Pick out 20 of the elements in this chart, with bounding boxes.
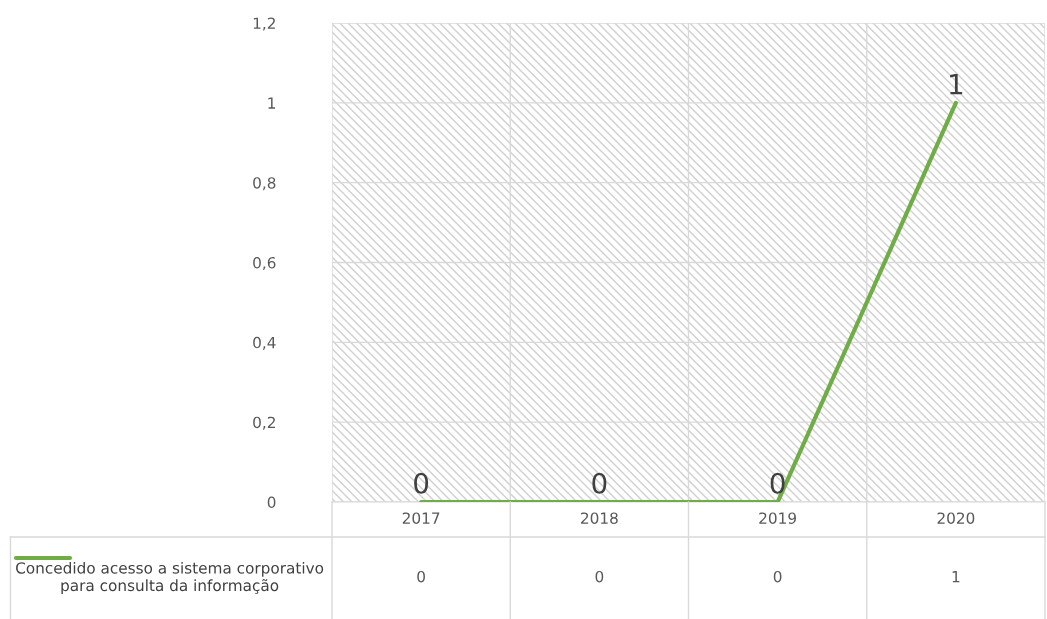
y-tick-label: 0,2	[253, 416, 275, 430]
x-tick-label: 2017	[402, 512, 440, 524]
data-label: 0	[773, 570, 782, 583]
x-tick-label: 2019	[759, 512, 796, 524]
annotation: 0	[770, 472, 785, 494]
y-tick-label: 0	[267, 496, 276, 509]
x-tick-label: 2020	[937, 512, 975, 524]
data-label: 1	[952, 571, 960, 583]
y-tick-label: 1,2	[253, 17, 275, 31]
y-tick-label: 0,4	[253, 336, 276, 350]
data-label: 0	[417, 570, 425, 583]
y-tick-label: 0,8	[253, 177, 276, 191]
annotation: 1	[950, 74, 963, 95]
annotation: 0	[592, 472, 607, 494]
annotation: 0	[414, 472, 429, 494]
legend-label: Concedido acesso a sistema corporativo para consulta da informação	[16, 561, 324, 595]
y-tick-label: 0,6	[253, 256, 276, 271]
x-tick-label: 2018	[581, 512, 618, 524]
y-tick-label: 1	[268, 97, 276, 109]
data-label: 0	[595, 570, 604, 583]
